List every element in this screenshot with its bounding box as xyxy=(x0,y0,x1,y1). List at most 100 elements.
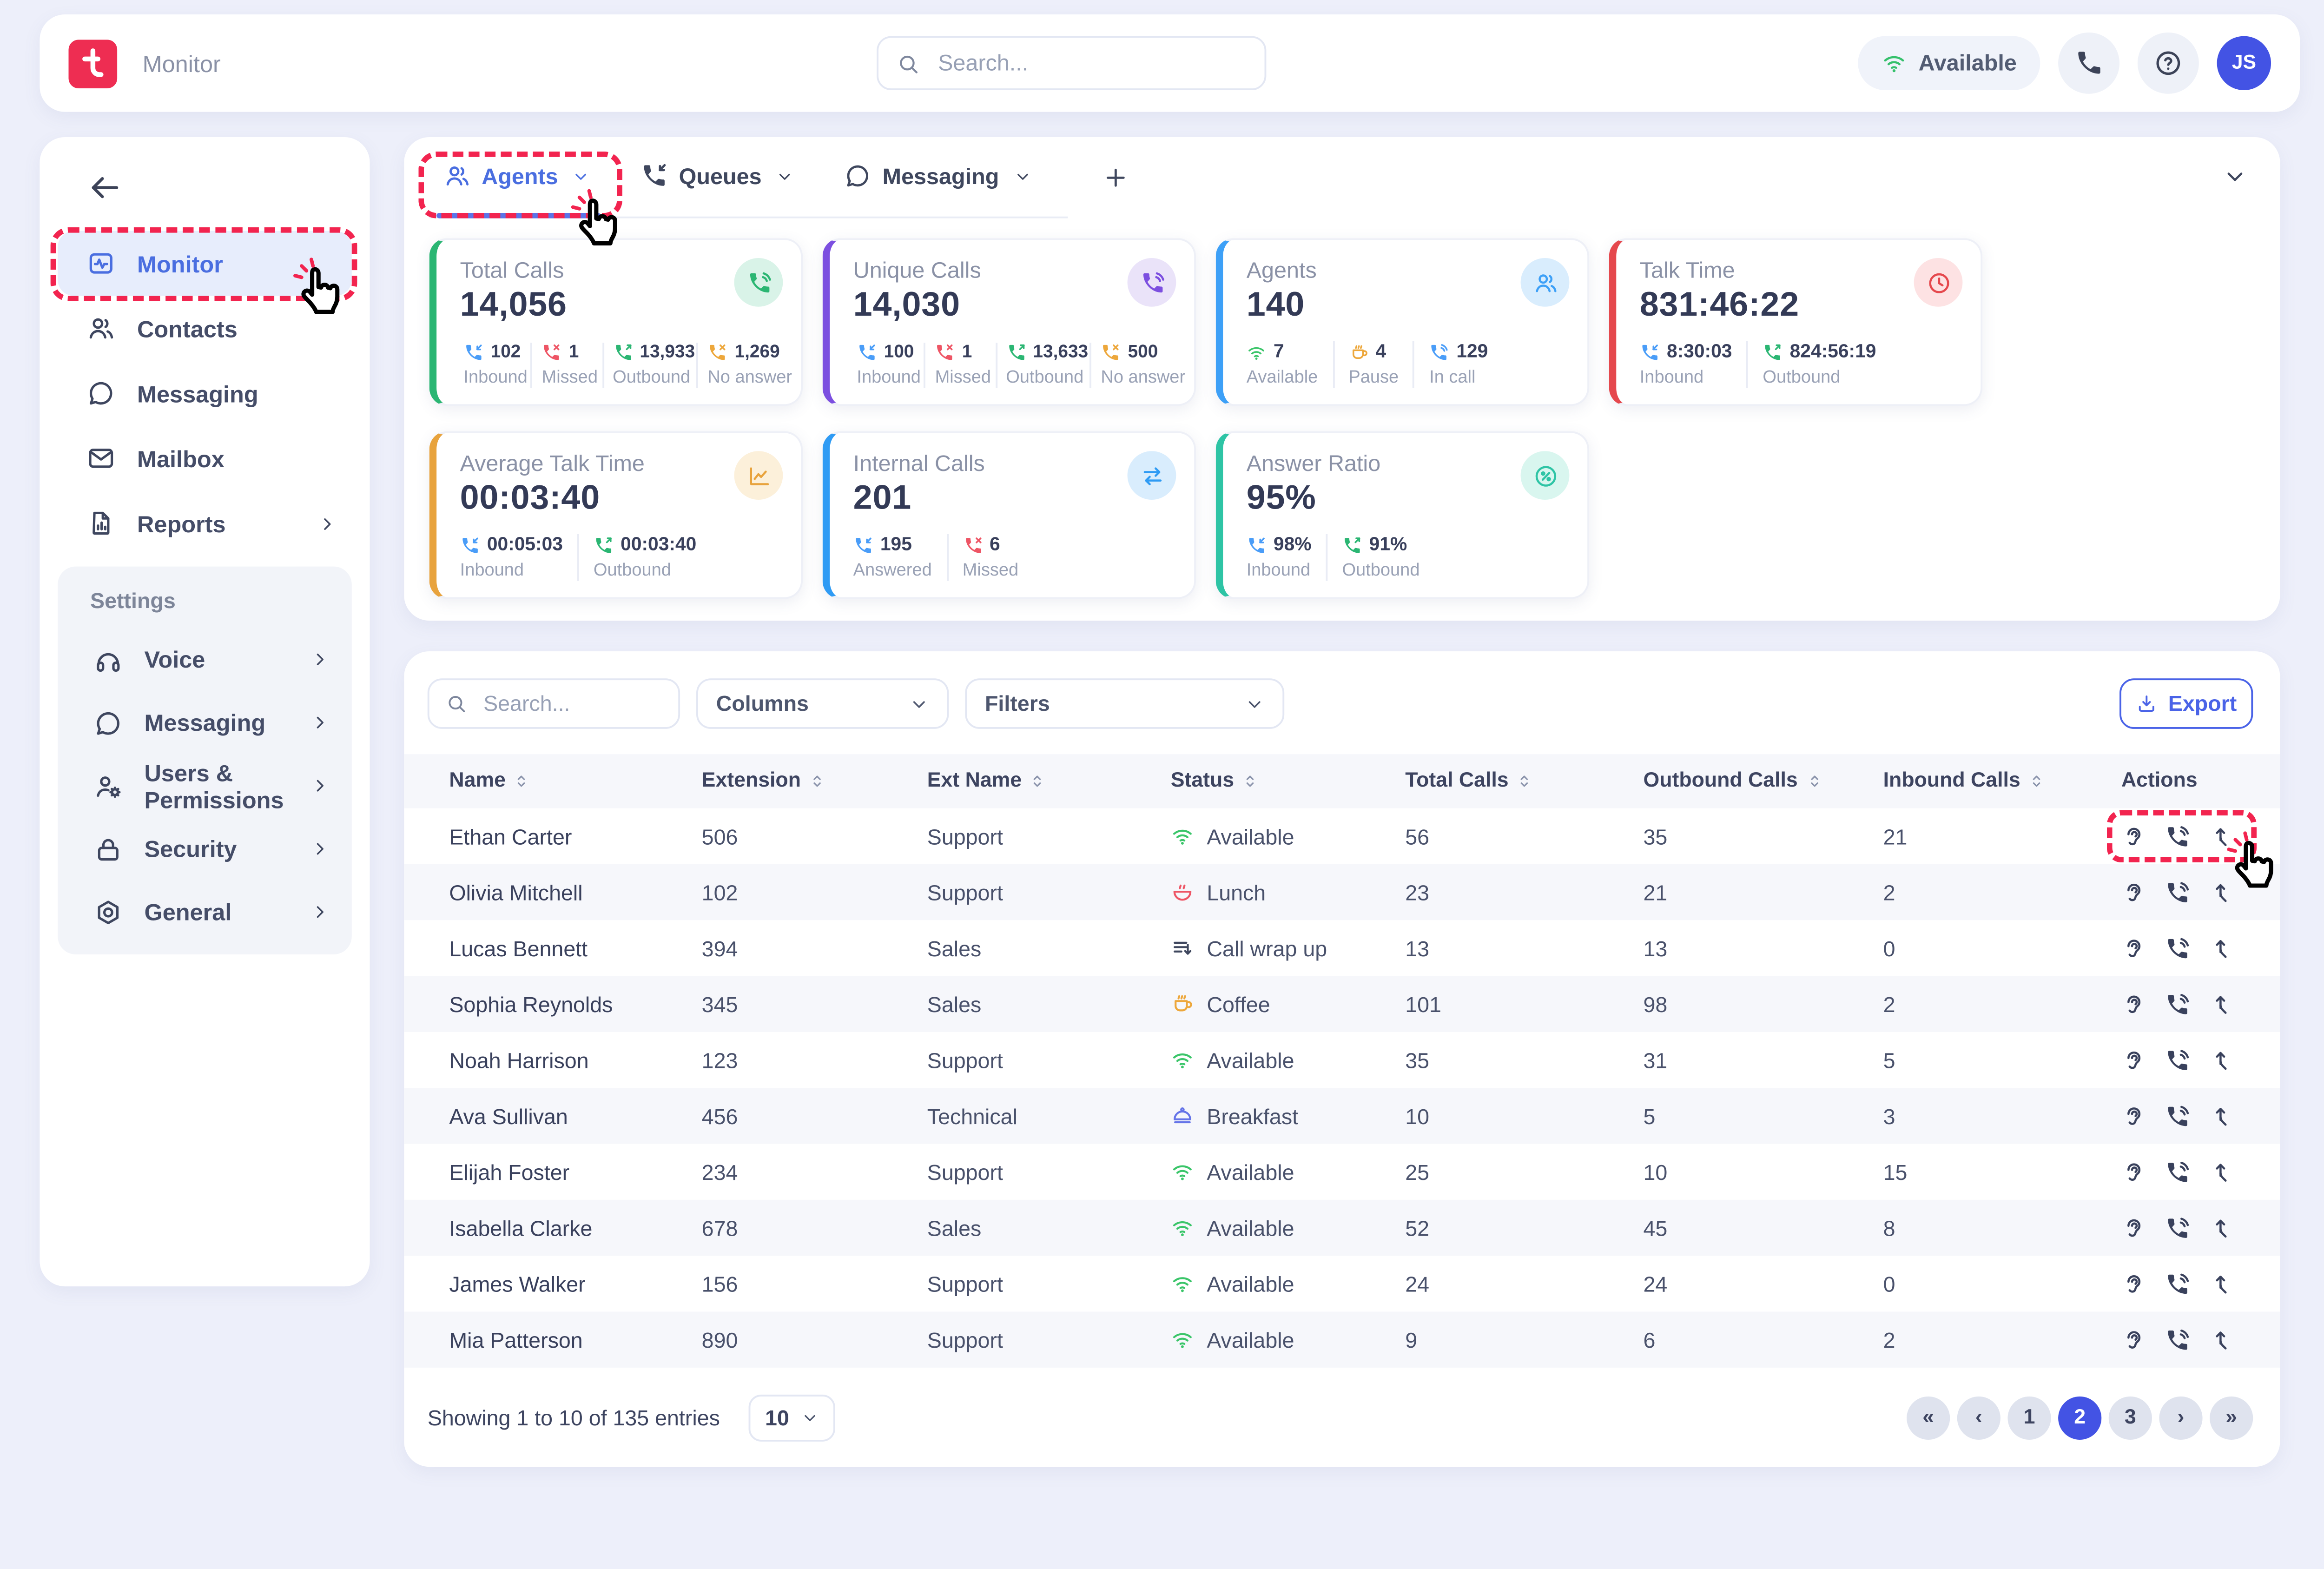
merge-action-icon[interactable] xyxy=(2208,1327,2233,1352)
phone-wave-action-icon[interactable] xyxy=(2165,1103,2190,1128)
cell-actions xyxy=(2121,1103,2280,1128)
table-search[interactable] xyxy=(428,678,680,729)
global-search[interactable] xyxy=(877,36,1266,90)
substat-missed: 6Missed xyxy=(946,534,1033,581)
column-header-outbound-calls[interactable]: Outbound Calls xyxy=(1643,770,1883,792)
sort-icon xyxy=(1805,772,1823,790)
ear-action-icon[interactable] xyxy=(2121,1103,2146,1128)
tab-agents[interactable]: Agents xyxy=(429,136,627,216)
chevron-right-icon xyxy=(310,902,330,922)
merge-action-icon[interactable] xyxy=(2208,992,2233,1017)
report-icon xyxy=(86,509,115,537)
sidebar-item-label: Messaging xyxy=(137,380,258,407)
merge-action-icon[interactable] xyxy=(2208,880,2233,905)
filters-select[interactable]: Filters xyxy=(965,678,1284,729)
wifi-icon xyxy=(1171,825,1194,848)
ear-action-icon[interactable] xyxy=(2121,935,2146,960)
sidebar-item-messaging[interactable]: Messaging xyxy=(65,691,345,754)
ear-action-icon[interactable] xyxy=(2121,1159,2146,1184)
sidebar-item-reports[interactable]: Reports xyxy=(58,491,352,556)
avatar[interactable]: JS xyxy=(2217,36,2271,90)
stat-card-unique-calls: Unique Calls14,030100Inbound1Missed13,63… xyxy=(823,238,1196,406)
merge-action-icon[interactable] xyxy=(2208,1047,2233,1072)
chevron-down-icon xyxy=(1245,694,1265,714)
columns-select[interactable]: Columns xyxy=(696,678,949,729)
phone-wave-action-icon[interactable] xyxy=(2165,1159,2190,1184)
cell-extension: 345 xyxy=(702,992,927,1017)
sidebar-item-messaging[interactable]: Messaging xyxy=(58,361,352,426)
sidebar-item-security[interactable]: Security xyxy=(65,817,345,880)
help-button[interactable] xyxy=(2138,33,2199,94)
phone-wave-action-icon[interactable] xyxy=(2165,880,2190,905)
ear-action-icon[interactable] xyxy=(2121,1327,2146,1352)
stat-card-icon-badge xyxy=(1521,451,1570,500)
column-header-name[interactable]: Name xyxy=(449,770,701,792)
phone-wave-action-icon[interactable] xyxy=(2165,935,2190,960)
sidebar-item-monitor[interactable]: Monitor xyxy=(58,231,352,296)
page-button-3[interactable]: 3 xyxy=(2109,1397,2152,1440)
column-header-status[interactable]: Status xyxy=(1171,770,1406,792)
merge-action-icon[interactable] xyxy=(2208,1159,2233,1184)
merge-action-icon[interactable] xyxy=(2208,1103,2233,1128)
collapse-sidebar-button[interactable] xyxy=(86,170,123,206)
sidebar-item-contacts[interactable]: Contacts xyxy=(58,296,352,361)
ear-action-icon[interactable] xyxy=(2121,824,2146,849)
sidebar-item-voice[interactable]: Voice xyxy=(65,628,345,691)
page-button-‹[interactable]: ‹ xyxy=(1957,1397,2000,1440)
sidebar-item-users-permissions[interactable]: Users & Permissions xyxy=(65,754,345,817)
cell-ext-name: Technical xyxy=(927,1103,1171,1128)
export-button[interactable]: Export xyxy=(2119,678,2253,729)
merge-action-icon[interactable] xyxy=(2208,1215,2233,1240)
tab-queues[interactable]: Queues xyxy=(627,136,830,216)
merge-action-icon[interactable] xyxy=(2208,935,2233,960)
status-label: Available xyxy=(1207,1215,1294,1240)
collapse-overview-chevron-down-icon[interactable] xyxy=(2222,164,2247,189)
substat-label: Outbound xyxy=(1763,368,1876,388)
ear-action-icon[interactable] xyxy=(2121,1215,2146,1240)
substat-value-row: 8:30:03 xyxy=(1640,341,1732,363)
download-icon xyxy=(2136,693,2158,715)
phone-wave-action-icon[interactable] xyxy=(2165,1047,2190,1072)
phone-button[interactable] xyxy=(2058,33,2119,94)
sidebar-item-general[interactable]: General xyxy=(65,880,345,944)
availability-status[interactable]: Available xyxy=(1857,36,2040,90)
page-size-select[interactable]: 10 xyxy=(749,1395,835,1442)
column-header-extension[interactable]: Extension xyxy=(702,770,927,792)
chevron-down-icon xyxy=(801,1409,819,1427)
phone-wave-action-icon[interactable] xyxy=(2165,1271,2190,1296)
stat-cards-row-1: Total Calls14,056102Inbound1Missed13,933… xyxy=(429,238,1982,406)
phone-wave-action-icon[interactable] xyxy=(2165,1327,2190,1352)
merge-action-icon[interactable] xyxy=(2208,1271,2233,1296)
page-button-«[interactable]: « xyxy=(1907,1397,1950,1440)
column-header-total-calls[interactable]: Total Calls xyxy=(1405,770,1643,792)
status-label: Coffee xyxy=(1207,992,1270,1017)
cell-extension: 234 xyxy=(702,1159,927,1184)
table-search-input[interactable] xyxy=(480,689,662,718)
phone-wave-action-icon[interactable] xyxy=(2165,824,2190,849)
people-icon xyxy=(86,314,115,343)
ear-action-icon[interactable] xyxy=(2121,1047,2146,1072)
merge-action-icon[interactable] xyxy=(2208,824,2233,849)
ear-action-icon[interactable] xyxy=(2121,1271,2146,1296)
substat-value-row: 500 xyxy=(1101,343,1178,363)
stat-card-icon-badge xyxy=(734,258,783,307)
tab-list: AgentsQueuesMessaging xyxy=(429,136,1068,218)
ear-action-icon[interactable] xyxy=(2121,880,2146,905)
stat-cards-row-2: Average Talk Time00:03:4000:05:03Inbound… xyxy=(429,431,1589,599)
add-tab-button[interactable] xyxy=(1089,150,1143,204)
substat-value: 7 xyxy=(1274,341,1284,363)
phone-wave-action-icon[interactable] xyxy=(2165,1215,2190,1240)
global-search-input[interactable] xyxy=(934,49,1246,78)
status-label: Available xyxy=(1207,1159,1294,1184)
page-button-›[interactable]: › xyxy=(2159,1397,2202,1440)
column-header-ext-name[interactable]: Ext Name xyxy=(927,770,1171,792)
table-header-row: NameExtensionExt NameStatusTotal CallsOu… xyxy=(404,754,2280,808)
tab-messaging[interactable]: Messaging xyxy=(830,136,1068,216)
page-button-»[interactable]: » xyxy=(2210,1397,2253,1440)
column-header-inbound-calls[interactable]: Inbound Calls xyxy=(1883,770,2121,792)
page-button-2[interactable]: 2 xyxy=(2058,1397,2101,1440)
ear-action-icon[interactable] xyxy=(2121,992,2146,1017)
page-button-1[interactable]: 1 xyxy=(2007,1397,2051,1440)
phone-wave-action-icon[interactable] xyxy=(2165,992,2190,1017)
sidebar-item-mailbox[interactable]: Mailbox xyxy=(58,426,352,491)
